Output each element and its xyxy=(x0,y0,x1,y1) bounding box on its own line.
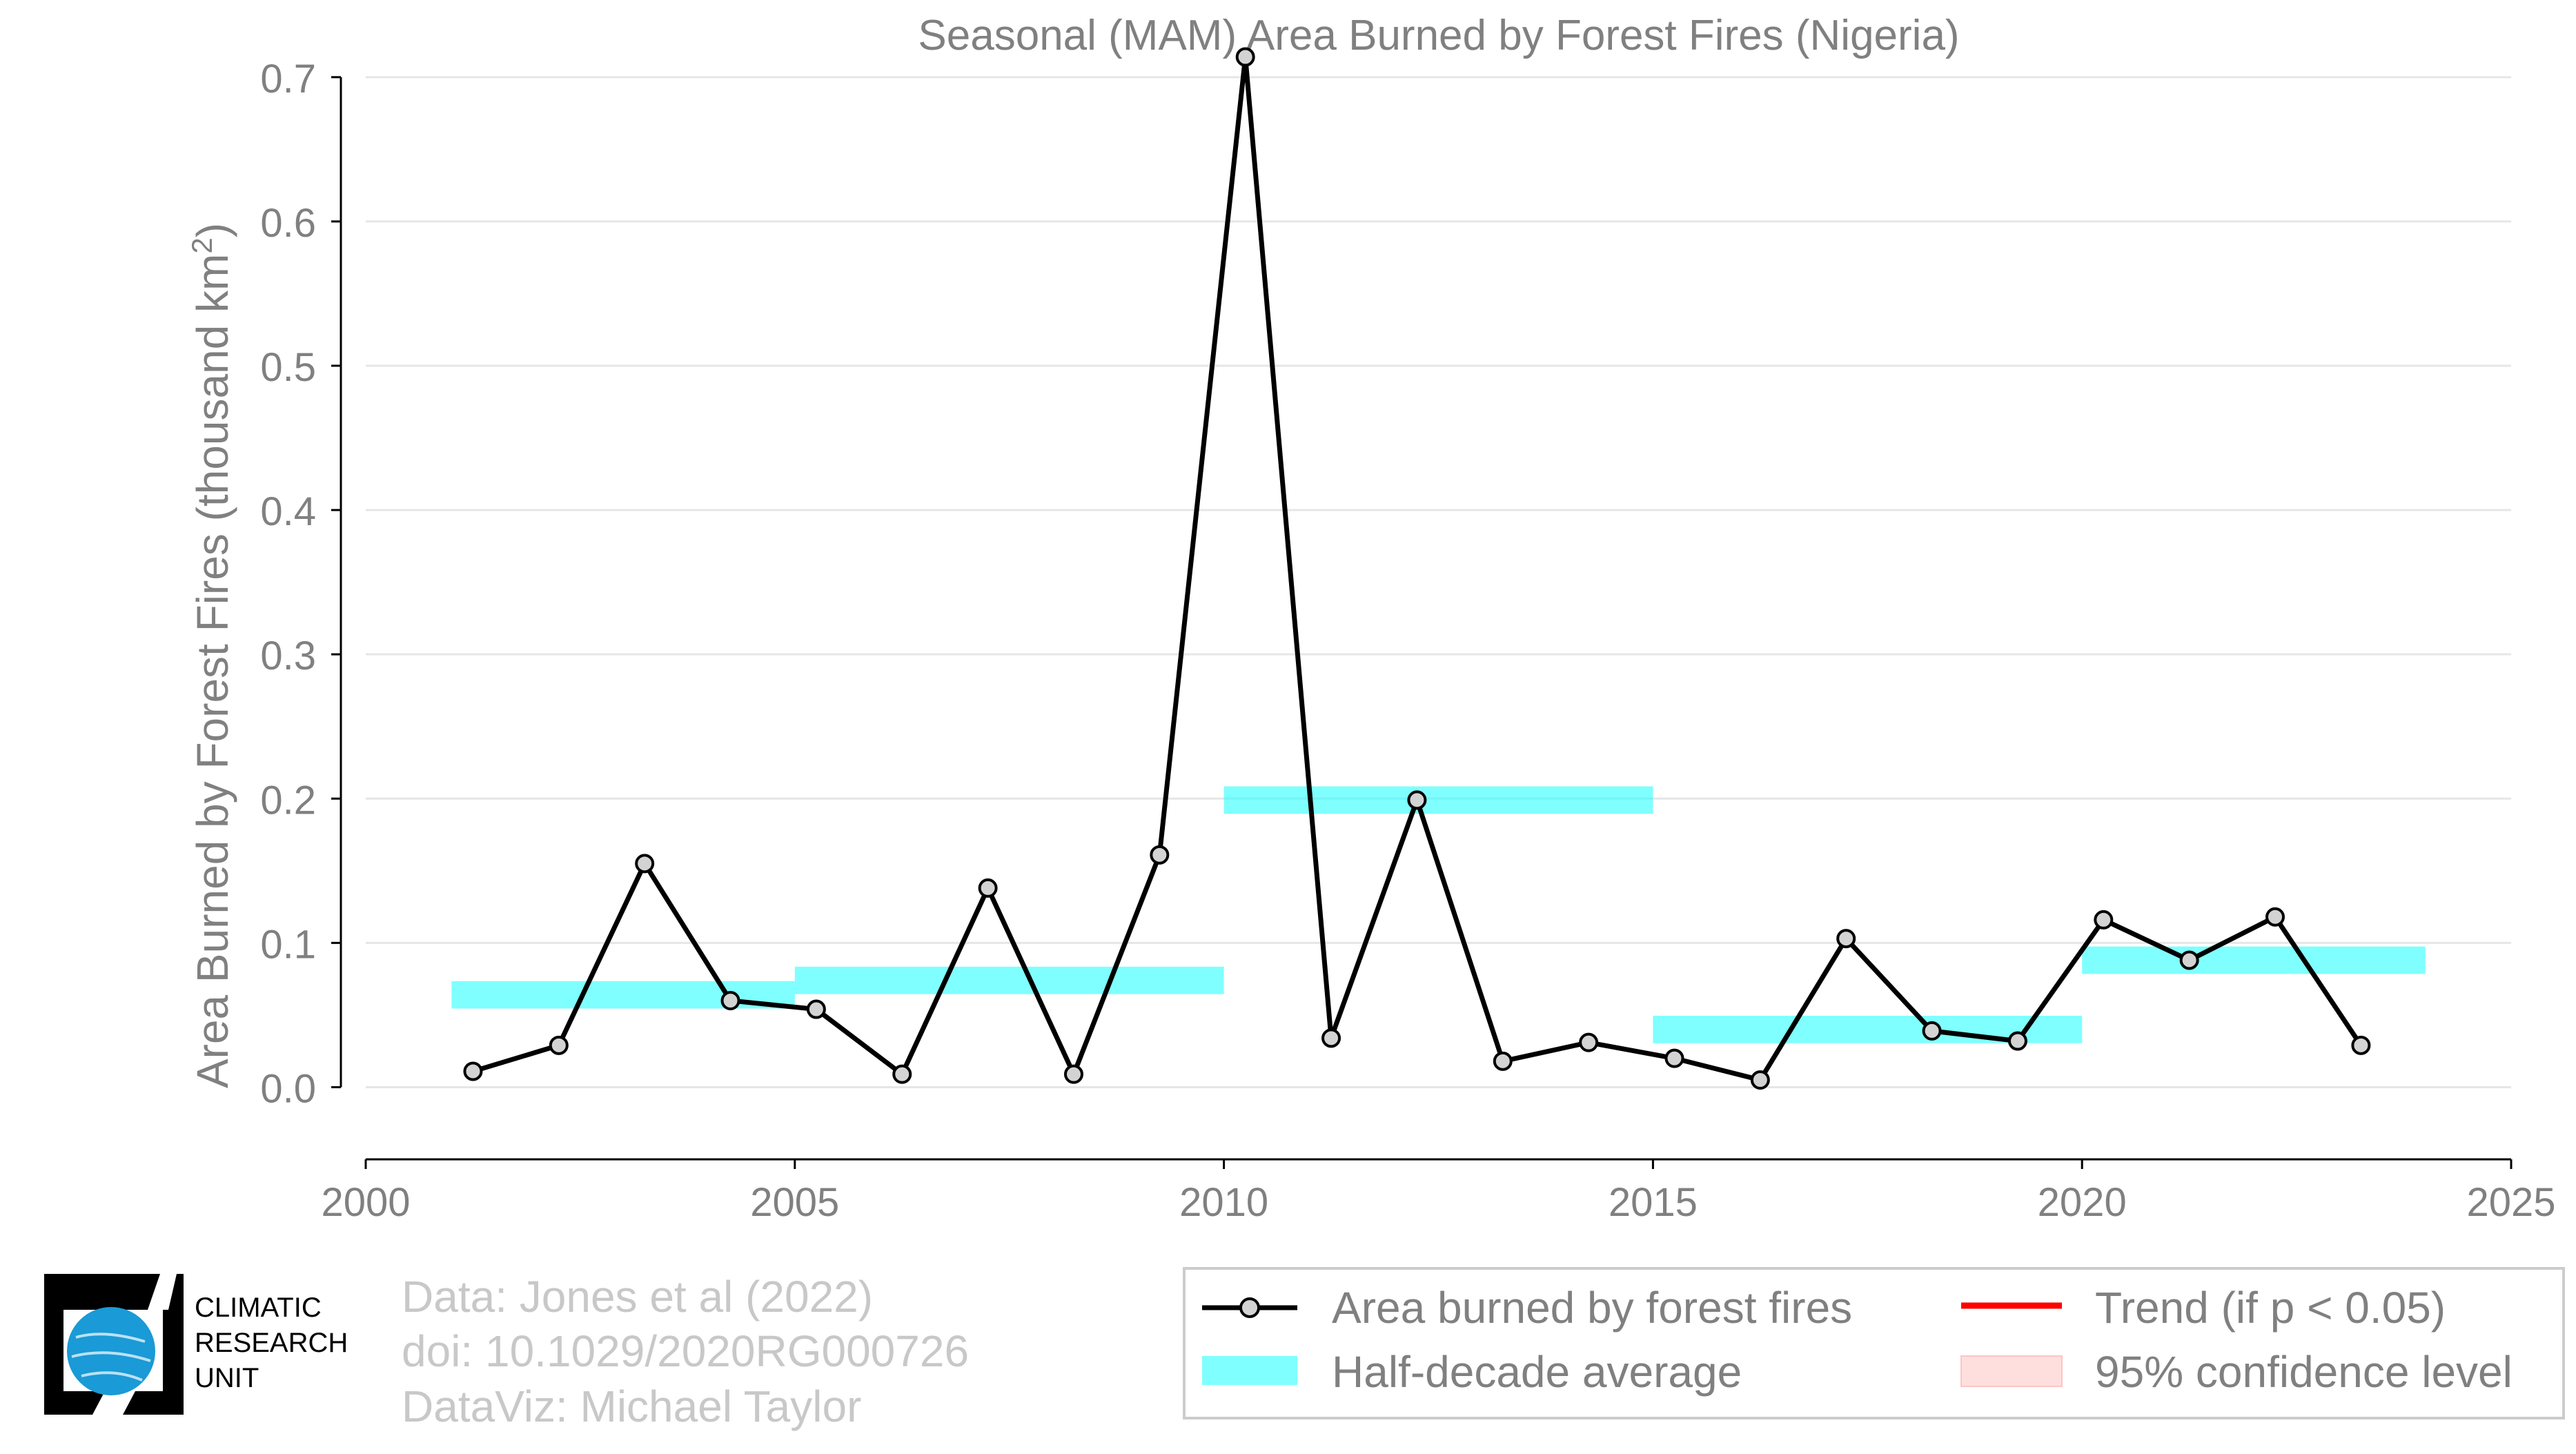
legend-confidence-swatch xyxy=(1960,1355,2063,1387)
legend-label-area-burned: Area burned by forest fires xyxy=(1332,1283,1852,1333)
y-tick-label-2: 0.2 xyxy=(260,778,316,823)
half-decade-bar-4 xyxy=(2082,946,2426,974)
cru-logo-mark xyxy=(44,1274,184,1415)
data-point-11 xyxy=(1407,790,1427,810)
x-tick-label-5: 2025 xyxy=(2466,1180,2555,1225)
x-tick-label-1: 2005 xyxy=(750,1180,839,1225)
globe-icon xyxy=(67,1307,155,1395)
y-tick-label-1: 0.1 xyxy=(260,922,316,967)
data-point-2 xyxy=(635,854,655,874)
y-tick-label-0: 0.0 xyxy=(260,1066,316,1111)
half-decade-bar-0 xyxy=(451,981,795,1009)
data-point-17 xyxy=(1922,1021,1942,1041)
half-decade-bar-2 xyxy=(1223,786,1653,814)
data-point-22 xyxy=(2351,1035,2371,1055)
half-decade-average-bars xyxy=(451,786,2426,1043)
series-line-area-burned xyxy=(472,57,2363,1083)
cru-logo: CLIMATIC RESEARCH UNIT xyxy=(41,1270,359,1422)
data-point-12 xyxy=(1493,1051,1513,1071)
y-axis-label: Area Burned by Forest Fires (thousand km… xyxy=(186,223,238,1088)
data-point-16 xyxy=(1836,929,1856,949)
data-point-19 xyxy=(2094,910,2114,930)
credit-doi: doi: 10.1029/2020RG000726 xyxy=(402,1326,970,1377)
legend-label-trend: Trend (if p < 0.05) xyxy=(2095,1283,2446,1333)
legend-marker-swatch xyxy=(1239,1297,1260,1318)
series-points xyxy=(463,47,2371,1090)
data-point-8 xyxy=(1150,845,1170,865)
credit-dataviz: DataViz: Michael Taylor xyxy=(402,1381,862,1431)
cru-logo-line1: CLIMATIC xyxy=(195,1293,322,1323)
y-tick-label-3: 0.3 xyxy=(260,633,316,678)
data-point-18 xyxy=(2007,1031,2027,1051)
data-point-13 xyxy=(1579,1032,1599,1052)
x-tick-label-3: 2015 xyxy=(1609,1180,1698,1225)
legend-label-half-decade: Half-decade average xyxy=(1332,1347,1742,1397)
data-point-9 xyxy=(1235,47,1255,67)
data-point-7 xyxy=(1063,1064,1083,1084)
chart-title: Seasonal (MAM) Area Burned by Forest Fir… xyxy=(918,12,1959,59)
data-point-21 xyxy=(2265,907,2285,927)
data-point-1 xyxy=(549,1035,569,1055)
data-point-0 xyxy=(463,1061,483,1081)
cru-logo-text: CLIMATIC RESEARCH UNIT xyxy=(195,1290,348,1395)
y-tick-label-5: 0.5 xyxy=(260,345,316,390)
data-point-15 xyxy=(1750,1070,1770,1090)
data-credits: Data: Jones et al (2022) doi: 10.1029/20… xyxy=(402,1270,969,1434)
y-tick-label-7: 0.7 xyxy=(260,57,316,101)
legend-frame xyxy=(1183,1267,2565,1419)
axes: 0.0 0.1 0.2 0.3 0.4 0.5 0.6 0.7 2000 2005 2010 2015… xyxy=(260,57,2555,1225)
credit-data-source: Data: Jones et al (2022) xyxy=(402,1272,874,1322)
data-point-10 xyxy=(1321,1028,1341,1048)
series-line-layer xyxy=(472,57,2363,1083)
x-tick-label-2: 2010 xyxy=(1179,1180,1268,1225)
data-point-6 xyxy=(978,878,998,898)
x-tick-label-4: 2020 xyxy=(2038,1180,2127,1225)
cru-logo-line3: UNIT xyxy=(195,1362,259,1393)
data-point-5 xyxy=(892,1064,912,1084)
half-decade-bar-1 xyxy=(794,966,1224,994)
legend: Area burned by forest fires Trend (if p … xyxy=(1183,1267,2565,1419)
data-point-14 xyxy=(1664,1048,1684,1068)
y-tick-label-6: 0.6 xyxy=(260,201,316,246)
x-tick-label-0: 2000 xyxy=(321,1180,410,1225)
legend-label-confidence: 95% confidence level xyxy=(2095,1347,2513,1397)
cru-logo-line2: RESEARCH xyxy=(195,1327,348,1358)
y-tick-label-4: 0.4 xyxy=(260,489,316,534)
data-point-3 xyxy=(720,991,740,1010)
data-point-20 xyxy=(2179,950,2199,970)
legend-half-decade-swatch xyxy=(1202,1356,1297,1385)
data-point-4 xyxy=(806,999,826,1019)
